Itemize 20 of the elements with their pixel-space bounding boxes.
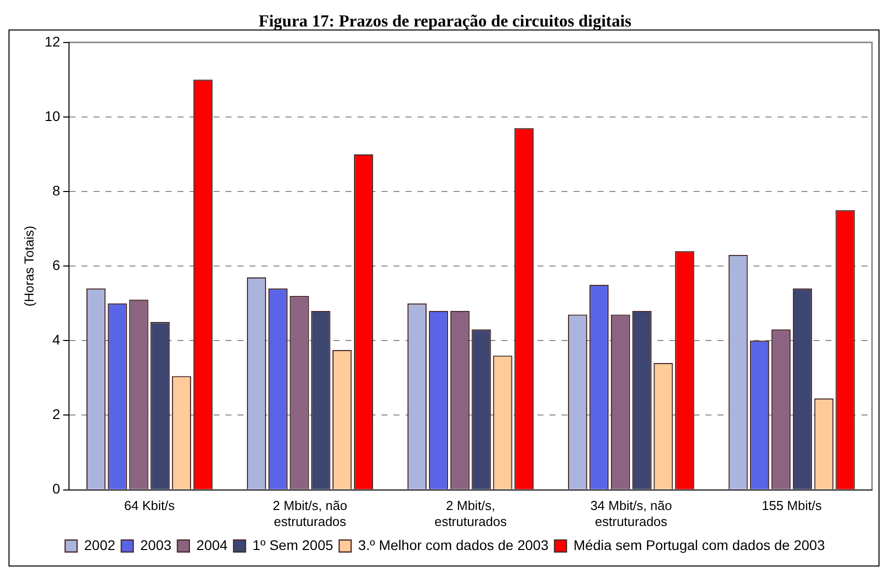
x-tick-label: 155 Mbit/s <box>762 498 822 514</box>
legend-label: 3.º Melhor com dados de 2003 <box>358 536 549 553</box>
legend-label: 1º Sem 2005 <box>252 536 334 553</box>
y-tick-label: 6 <box>52 256 60 273</box>
x-tick-label: 34 Mbit/s, não estruturados <box>590 498 672 529</box>
y-tick-label: 2 <box>52 406 60 422</box>
legend-label: 2002 <box>84 536 116 553</box>
y-tick-label: 0 <box>52 480 60 497</box>
legend-label: Média sem Portugal com dados de 2003 <box>574 536 826 553</box>
x-tick-label: 64 Kbit/s <box>124 498 176 514</box>
legend-label: 2004 <box>196 536 228 553</box>
y-tick-label: 8 <box>52 182 60 198</box>
y-tick-label: 12 <box>44 33 60 50</box>
y-axis-title: (Horas Totais) <box>21 226 36 306</box>
y-tick-label: 10 <box>44 108 60 124</box>
y-tick-label: 4 <box>52 332 60 348</box>
chart-title: Figura 17: Prazos de reparação de circuitos digitais <box>258 12 632 31</box>
legend-label: 2003 <box>140 536 172 553</box>
x-tick-label: 2 Mbit/s, não estruturados <box>272 498 348 529</box>
x-tick-label: 2 Mbit/s, estruturados <box>434 498 508 529</box>
